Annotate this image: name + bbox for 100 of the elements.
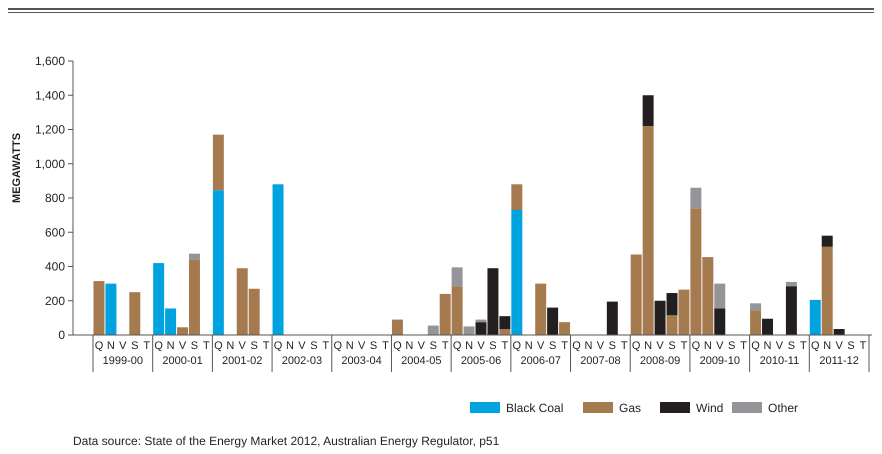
x-tick-label: Q — [810, 340, 820, 352]
x-tick-label: N — [106, 340, 115, 352]
x-tick-label: N — [346, 340, 354, 352]
text: 2006-07 — [520, 355, 561, 367]
x-tick-label: N — [226, 340, 234, 352]
bar — [476, 320, 486, 322]
text: 2004-05 — [401, 355, 442, 367]
bar — [786, 286, 797, 335]
bar — [499, 329, 510, 335]
x-tick-label: S — [370, 340, 378, 352]
x-tick-label: V — [596, 340, 605, 352]
bar — [762, 318, 774, 335]
bar — [93, 281, 104, 335]
text: 2000-01 — [162, 355, 203, 367]
text: 1999-00 — [102, 355, 144, 367]
bar — [642, 95, 654, 126]
x-tick-label: S — [788, 340, 796, 352]
x-tick-label: Q — [214, 340, 224, 352]
y-tick-label: 0 — [58, 328, 66, 342]
x-tick-label: Q — [512, 340, 522, 352]
x-tick-label: Q — [154, 340, 164, 352]
x-tick-label: V — [656, 340, 664, 352]
y-tick-label: 400 — [44, 260, 66, 274]
y-tick-label: 1,000 — [34, 156, 66, 171]
x-tick-label: T — [561, 340, 568, 352]
text: 2011-12 — [819, 355, 859, 367]
x-tick-label: V — [835, 340, 844, 352]
x-tick-label: T — [800, 340, 807, 352]
bar — [428, 326, 439, 335]
x-tick-label: N — [764, 340, 772, 352]
x-tick-label: S — [728, 340, 736, 352]
x-tick-label: Q — [751, 340, 760, 352]
bar — [105, 284, 116, 335]
x-tick-label: Q — [452, 340, 462, 352]
x-tick-label: V — [716, 340, 724, 352]
bar — [822, 236, 833, 247]
x-tick-label: Q — [632, 340, 641, 352]
bar — [559, 322, 570, 335]
text: 2003-04 — [341, 355, 382, 367]
x-tick-label: N — [823, 340, 832, 352]
text: 2008-09 — [640, 355, 680, 367]
x-tick-label: T — [322, 340, 330, 352]
x-tick-label: Q — [333, 340, 342, 352]
bar — [750, 303, 762, 310]
x-tick-label: T — [620, 340, 628, 352]
x-tick-label: S — [131, 340, 138, 352]
x-tick-label: V — [418, 340, 426, 352]
x-tick-label: Q — [393, 340, 402, 352]
x-tick-label: N — [644, 340, 652, 352]
x-tick-label: S — [430, 340, 437, 352]
bar — [547, 308, 558, 335]
bar — [212, 134, 224, 190]
bar — [810, 300, 821, 335]
x-tick-label: Q — [274, 340, 283, 352]
bar — [786, 282, 797, 286]
legend-label: Gas — [619, 401, 642, 415]
x-tick-label: T — [203, 340, 210, 352]
x-tick-label: N — [405, 340, 414, 352]
x-tick-label: T — [382, 340, 390, 352]
x-tick-label: T — [262, 340, 270, 352]
bar — [511, 184, 522, 210]
bar — [690, 188, 702, 208]
bar — [511, 210, 522, 335]
y-tick-label: 1,200 — [34, 122, 66, 137]
legend-label: Other — [768, 401, 798, 415]
x-tick-label: T — [860, 340, 867, 352]
text: 2005-06 — [460, 355, 502, 367]
bar — [272, 184, 284, 335]
text: 2009-10 — [700, 355, 740, 367]
y-tick-label: 200 — [44, 294, 66, 308]
y-axis-title: MEGAWATTS — [11, 132, 23, 204]
bar — [750, 310, 762, 335]
x-tick-label: V — [178, 340, 187, 352]
x-tick-label: S — [548, 340, 556, 352]
x-tick-label: T — [442, 340, 449, 352]
x-tick-label: N — [286, 340, 294, 352]
legend-label: Black Coal — [506, 401, 564, 415]
text: 2001-02 — [222, 355, 262, 367]
y-tick-label: 600 — [44, 225, 66, 240]
x-tick-label: V — [477, 340, 486, 352]
x-tick-label: Q — [94, 340, 104, 352]
x-tick-label: S — [668, 340, 676, 352]
bar — [822, 246, 833, 335]
bar — [452, 267, 463, 286]
x-tick-label: T — [502, 340, 509, 352]
y-tick-label: 1,600 — [34, 54, 66, 68]
x-tick-label: S — [608, 340, 616, 352]
text: 2002-03 — [282, 355, 322, 367]
x-tick-label: V — [537, 340, 546, 352]
x-tick-label: V — [358, 340, 366, 352]
bar — [834, 329, 845, 335]
bar — [188, 254, 200, 260]
x-tick-label: S — [190, 340, 198, 352]
bar — [129, 292, 140, 335]
x-tick-label: V — [776, 340, 784, 352]
x-tick-label: S — [489, 340, 497, 352]
bar — [212, 190, 224, 335]
x-tick-label: Q — [572, 340, 582, 352]
x-tick-label: S — [250, 340, 258, 352]
y-tick-label: 1,400 — [34, 88, 66, 102]
